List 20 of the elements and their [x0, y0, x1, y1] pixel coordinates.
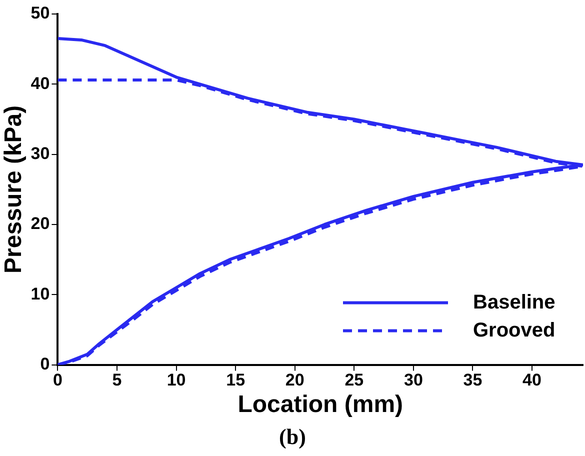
x-tick-label: 5 — [112, 370, 122, 390]
x-tick-label: 20 — [285, 370, 304, 390]
text: (b) — [278, 424, 307, 450]
y-tick-label: 10 — [30, 284, 50, 304]
x-tick-label: 10 — [166, 370, 186, 390]
x-tick-label: 15 — [226, 370, 246, 390]
x-axis-title: Location (mm) — [238, 391, 404, 418]
y-axis-title: Pressure (kPa) — [0, 105, 28, 274]
x-tick-label: 30 — [404, 370, 423, 390]
y-tick-label: 20 — [30, 214, 50, 234]
text: Grooved — [473, 319, 556, 342]
x-tick-label: 40 — [522, 370, 542, 390]
y-tick-label: 30 — [30, 144, 50, 164]
y-tick-label: 50 — [30, 4, 50, 23]
text: Baseline — [473, 291, 556, 314]
y-tick-label: 40 — [30, 74, 50, 93]
x-tick-label: 25 — [344, 370, 364, 390]
x-tick-label: 0 — [52, 370, 62, 390]
x-tick-label: 35 — [463, 370, 482, 390]
y-tick-label: 0 — [40, 354, 50, 374]
